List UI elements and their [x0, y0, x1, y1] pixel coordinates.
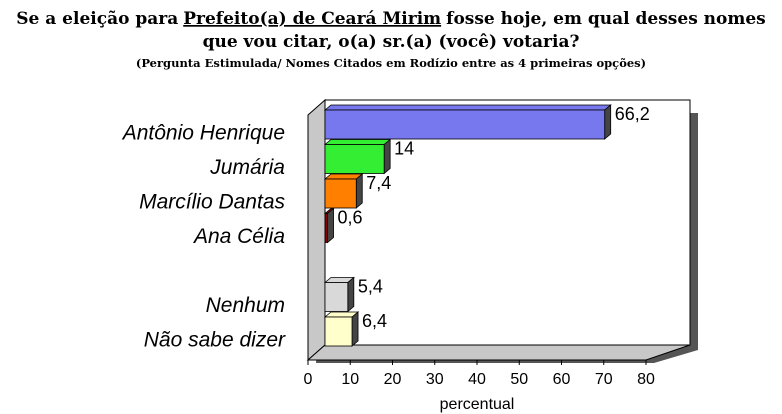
bar: [324, 213, 328, 243]
x-tick-label: 30: [426, 371, 444, 388]
bar: [324, 144, 385, 174]
bar: [324, 282, 349, 312]
x-tick-label: 70: [595, 371, 613, 388]
chart-subtitle: (Pergunta Estimulada/ Nomes Citados em R…: [136, 56, 646, 70]
x-tick-label: 80: [637, 371, 655, 388]
y-tick-label: Não sabe dizer: [144, 329, 286, 352]
y-tick-label: Nenhum: [206, 294, 285, 317]
bar-side: [351, 311, 359, 347]
x-tick-label: 0: [304, 371, 313, 388]
x-tick-label: 50: [510, 371, 528, 388]
bar-top: [323, 104, 612, 111]
y-tick-label: Antônio Henrique: [121, 122, 285, 145]
bar-side: [355, 173, 363, 209]
value-label: 66,2: [615, 104, 650, 124]
value-label: 7,4: [366, 173, 391, 193]
bar-side: [604, 104, 612, 140]
y-tick-label: Ana Célia: [192, 225, 285, 248]
y-tick-label: Marcílio Dantas: [139, 191, 285, 214]
x-tick-label: 60: [553, 371, 571, 388]
floor: [306, 344, 691, 361]
bar: [324, 178, 357, 209]
chart-title: Se a eleição para Prefeito(a) de Ceará Mi…: [16, 9, 766, 29]
x-axis-label: percentual: [440, 396, 515, 413]
title-part: Se a eleição para: [16, 9, 178, 29]
value-label: 0,6: [338, 207, 363, 227]
bar-side: [347, 276, 355, 313]
bar: [324, 109, 606, 140]
bar-side: [327, 207, 334, 244]
value-label: 14: [394, 138, 414, 158]
bar: [324, 316, 353, 347]
left-wall: [307, 98, 326, 362]
x-tick-label: 10: [341, 371, 359, 388]
chart-title: que vou citar, o(a) sr.(a) (você) votari…: [203, 32, 580, 52]
y-tick-label: Jumária: [209, 156, 285, 179]
x-tick-label: 40: [468, 371, 486, 388]
value-label: 6,4: [362, 311, 387, 331]
bar-side: [383, 138, 391, 175]
bar-top: [323, 139, 392, 145]
title-part: fosse hoje, em qual desses nomes: [446, 9, 766, 29]
title-part: Prefeito(a) de Ceará Mirim: [183, 9, 441, 29]
value-label: 5,4: [358, 276, 383, 296]
x-tick-label: 20: [384, 371, 402, 388]
